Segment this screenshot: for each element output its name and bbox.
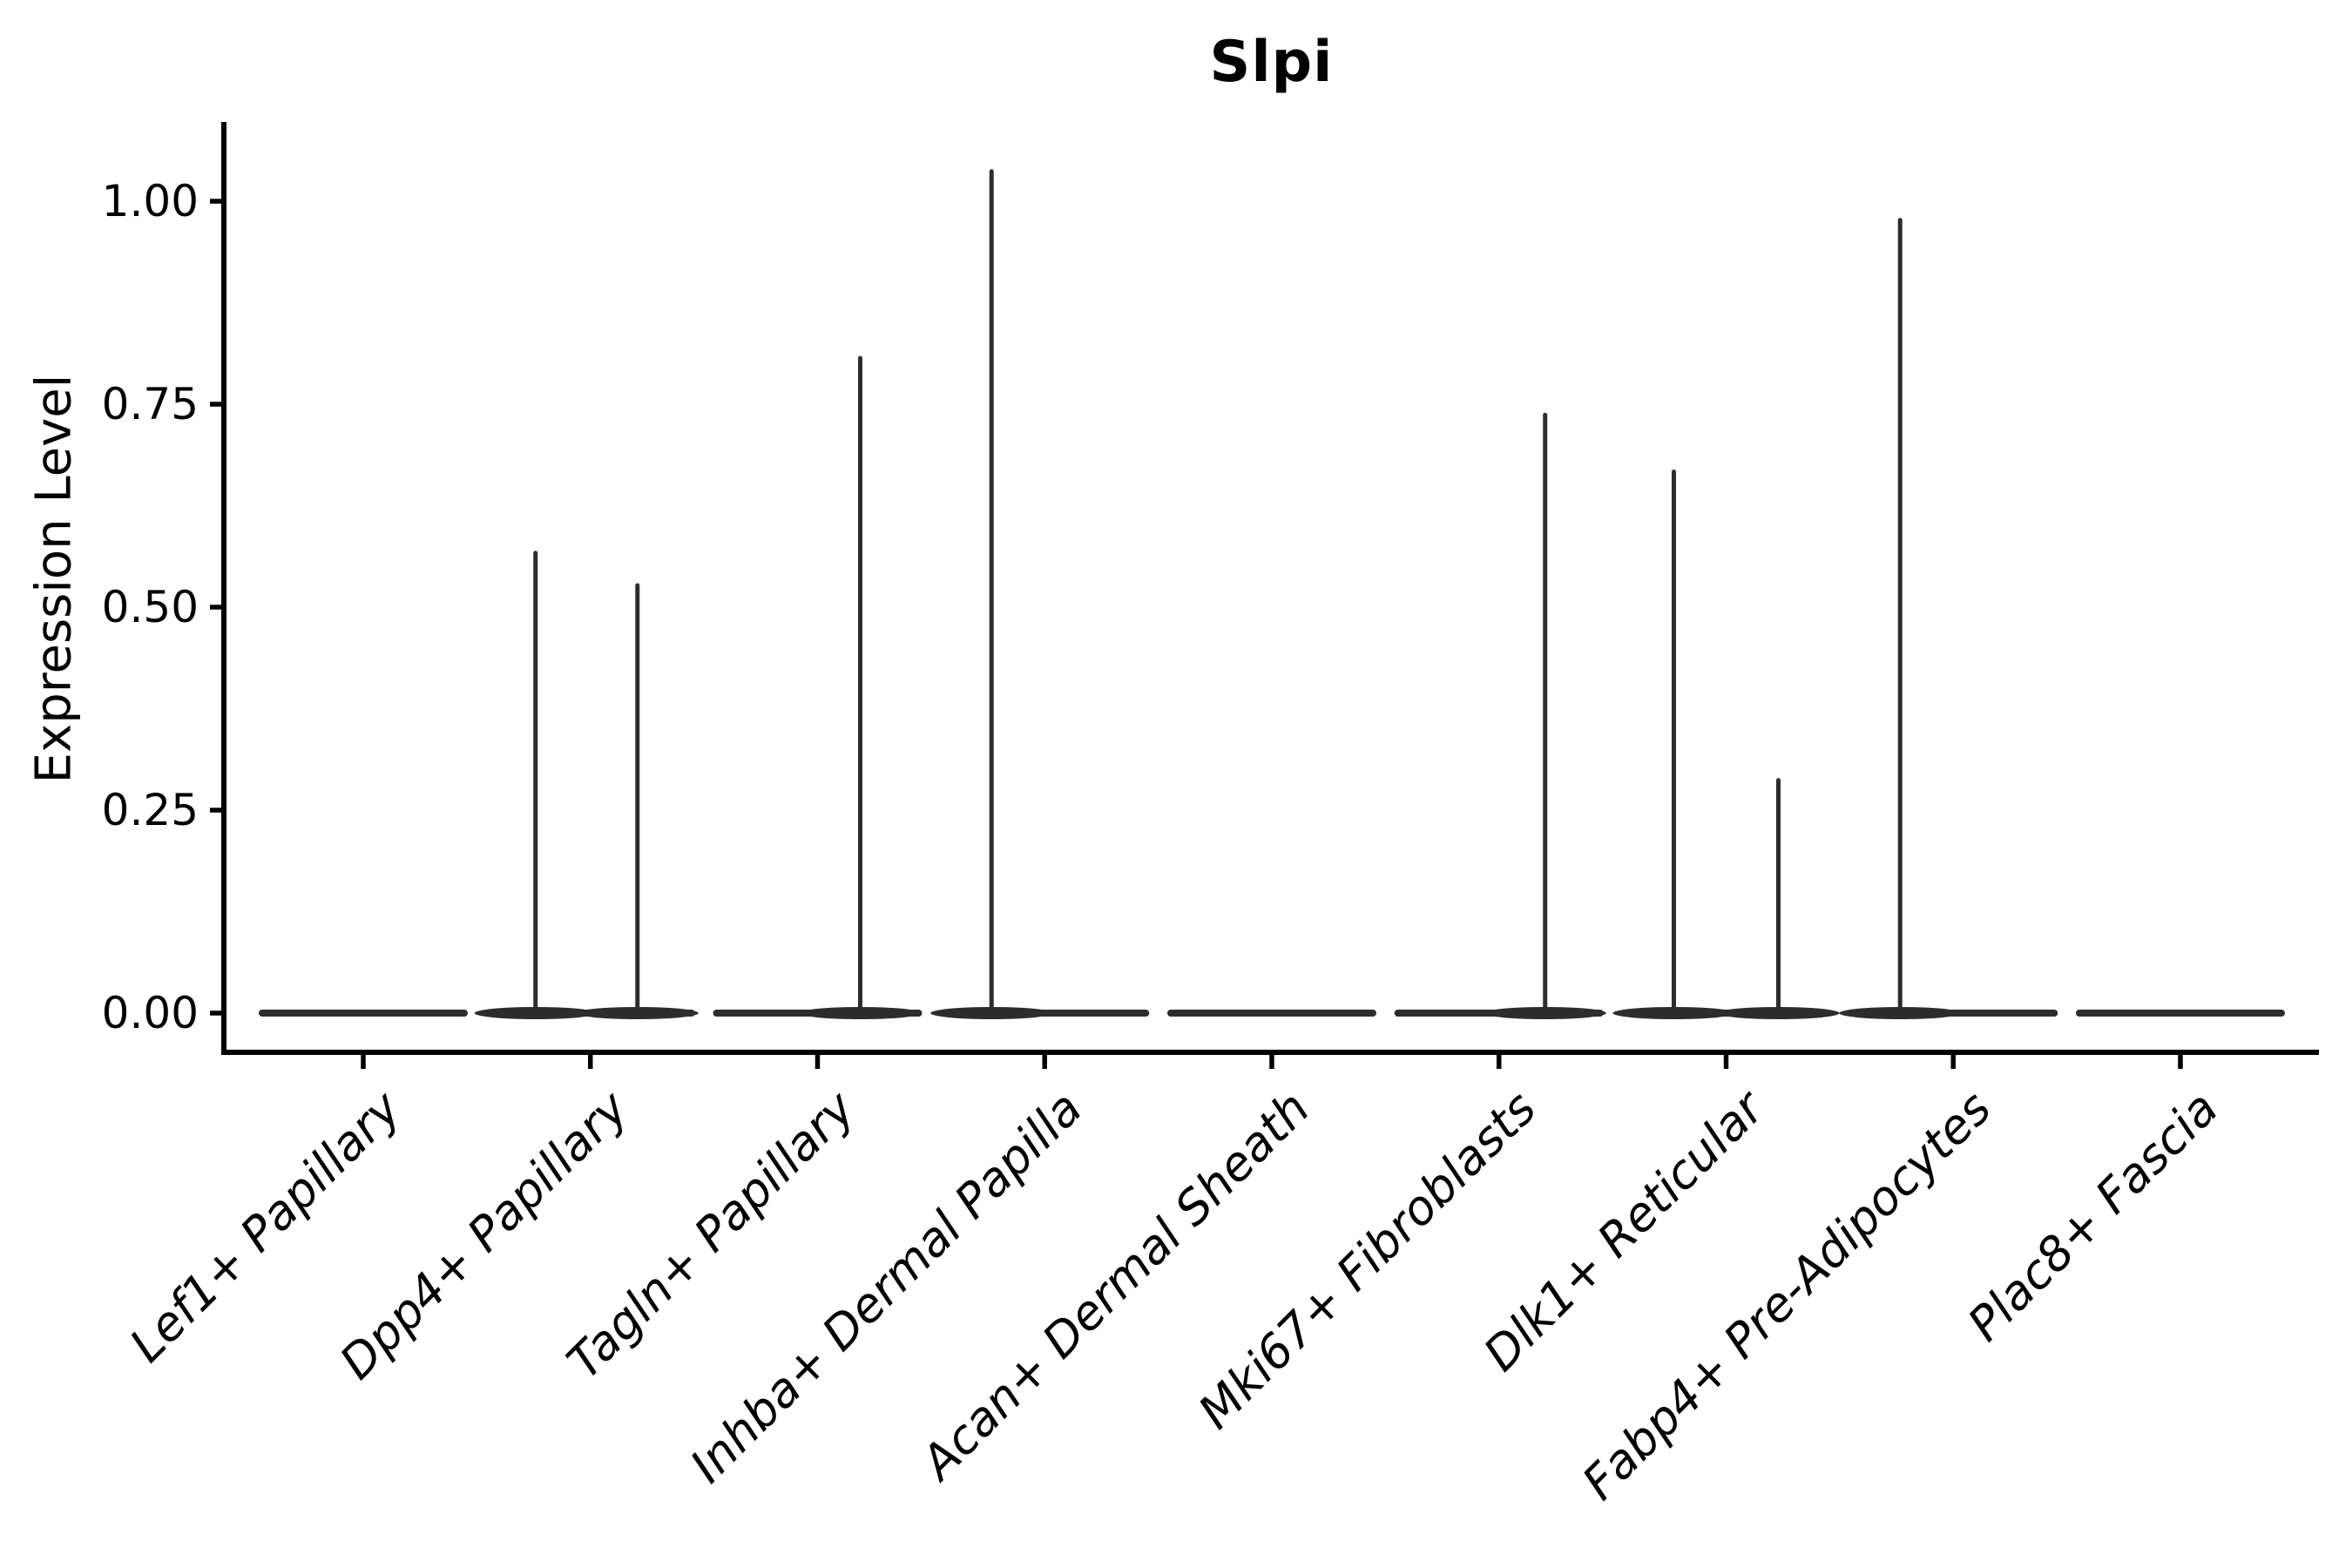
y-tick-label: 0.50 [101,582,199,632]
chart-title: Slpi [1209,30,1334,95]
y-tick-label: 1.00 [101,176,199,226]
y-tick-label: 0.25 [101,785,199,835]
y-tick-label: 0.00 [101,988,199,1038]
y-tick-label: 0.75 [101,379,199,429]
